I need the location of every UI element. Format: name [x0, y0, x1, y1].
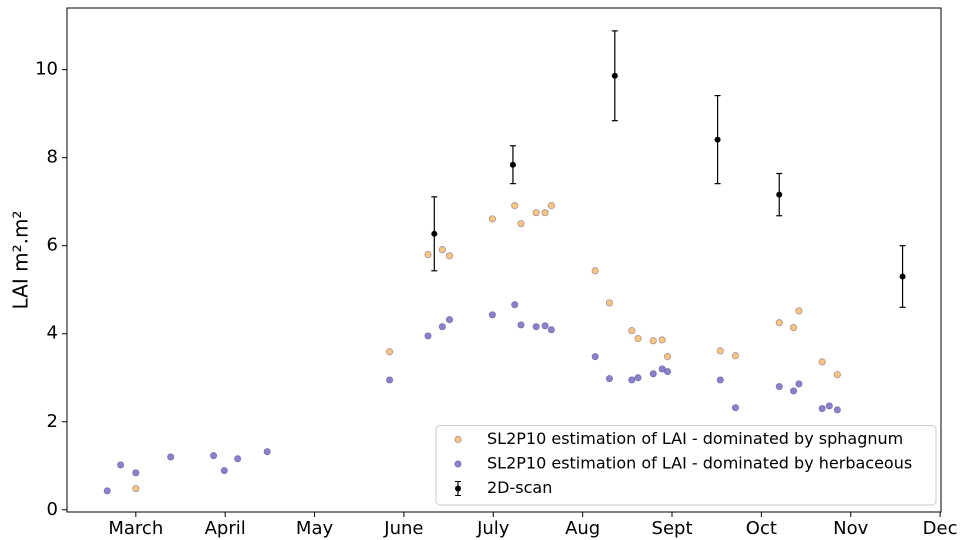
- point: [547, 326, 555, 334]
- point: [605, 299, 614, 307]
- point: [511, 301, 519, 309]
- x-tick-label: May: [296, 518, 334, 539]
- point: [541, 322, 549, 330]
- point: [789, 387, 798, 395]
- point: [649, 370, 657, 378]
- point: [649, 337, 657, 345]
- point: [167, 453, 175, 461]
- point: [663, 367, 672, 376]
- legend-marker: [454, 435, 462, 444]
- x-tick-label: July: [476, 518, 510, 539]
- legend-label: 2D-scan: [487, 478, 552, 497]
- point: [818, 358, 826, 366]
- point: [833, 371, 841, 379]
- point: [132, 485, 140, 493]
- point: [658, 365, 666, 373]
- point: [209, 452, 218, 460]
- point: [117, 461, 125, 469]
- x-tick-label: Aug: [565, 518, 600, 539]
- point: [716, 347, 724, 355]
- point: [424, 332, 432, 340]
- point: [899, 273, 906, 280]
- point: [509, 161, 516, 168]
- point: [789, 323, 798, 332]
- point: [386, 376, 394, 384]
- y-tick-label: 4: [47, 323, 58, 344]
- point: [658, 336, 666, 344]
- point: [488, 215, 496, 223]
- y-tick-label: 8: [47, 147, 58, 168]
- point: [775, 382, 783, 391]
- point: [220, 467, 228, 475]
- x-tick-label: Sept: [652, 518, 693, 539]
- point: [833, 406, 841, 414]
- x-tick-label: Nov: [833, 518, 868, 539]
- point: [795, 307, 803, 315]
- y-tick-label: 0: [47, 499, 58, 520]
- point: [818, 404, 826, 413]
- point: [776, 191, 783, 198]
- point: [714, 136, 721, 143]
- point: [611, 72, 618, 79]
- point: [591, 267, 599, 275]
- x-tick-label: April: [205, 518, 246, 539]
- legend-label: SL2P10 estimation of LAI - dominated by …: [487, 454, 912, 473]
- point: [424, 250, 432, 259]
- point: [438, 246, 446, 254]
- point: [445, 316, 454, 324]
- x-tick-label: March: [108, 518, 163, 539]
- point: [488, 311, 496, 319]
- plot-frame: [66, 7, 942, 513]
- point: [445, 252, 454, 260]
- y-tick-label: 10: [35, 59, 58, 80]
- point: [775, 319, 783, 327]
- point: [825, 402, 833, 410]
- x-tick-label: Oct: [746, 518, 777, 539]
- point: [591, 353, 599, 361]
- point: [731, 352, 740, 360]
- point: [532, 323, 540, 331]
- point: [605, 375, 614, 383]
- y-tick-label: 2: [47, 411, 58, 432]
- point: [517, 220, 525, 228]
- x-tick-label: June: [383, 518, 423, 539]
- x-tick-label: Dec: [923, 518, 958, 539]
- y-axis-label: LAI m².m²: [9, 211, 33, 310]
- legend-marker: [455, 485, 461, 492]
- point: [517, 321, 525, 329]
- point: [628, 376, 636, 384]
- point: [634, 334, 642, 343]
- legend-label: SL2P10 estimation of LAI - dominated by …: [487, 429, 903, 448]
- point: [431, 230, 438, 237]
- point: [103, 487, 111, 495]
- point: [511, 202, 519, 210]
- point: [541, 209, 549, 217]
- point: [663, 353, 672, 361]
- point: [263, 448, 271, 456]
- point: [532, 209, 540, 217]
- point: [716, 376, 724, 384]
- point: [634, 374, 642, 382]
- point: [795, 380, 803, 388]
- legend-box: [435, 425, 937, 506]
- point: [547, 202, 555, 210]
- point: [731, 404, 740, 412]
- point: [132, 469, 140, 477]
- point: [386, 348, 394, 356]
- point: [628, 327, 636, 335]
- legend-marker: [454, 460, 462, 468]
- y-tick-label: 6: [47, 235, 58, 256]
- point: [438, 323, 446, 331]
- point: [234, 455, 242, 463]
